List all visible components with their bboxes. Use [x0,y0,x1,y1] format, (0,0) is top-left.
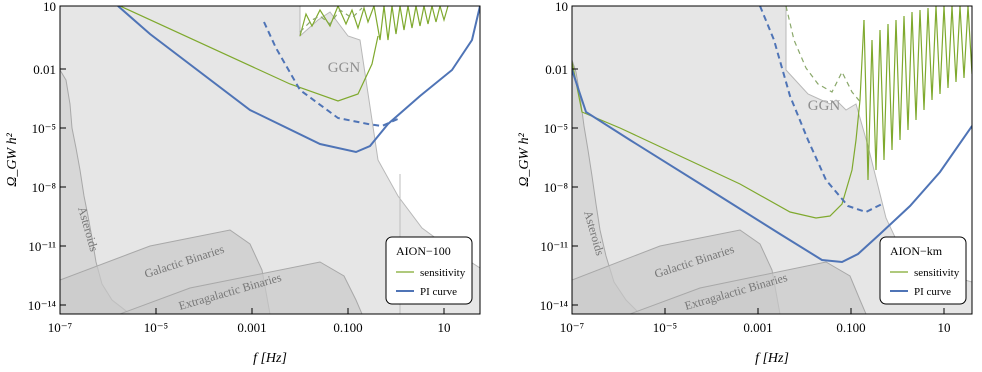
y-tick-label: 10 [43,0,56,14]
sensitivity-resonance-band [863,6,972,181]
extragalactic-binaries-region [629,261,867,314]
chart-panel-aion-km: GGN Asteroids Galactic Binaries Extragal… [517,0,973,366]
legend-title: AION−km [890,244,943,258]
legend-label-sensitivity: sensitivity [420,267,466,279]
legend-box [385,236,473,305]
x-axis-ticks: 10⁻⁷ 10⁻⁵ 0.001 0.100 10 [48,308,451,335]
ggn-region [572,6,972,314]
legend-label-sensitivity: sensitivity [914,267,960,279]
x-tick-label: 10 [938,320,951,335]
x-tick-label: 10⁻⁷ [48,320,72,335]
sensitivity-curve [119,6,379,102]
x-tick-label: 0.100 [836,320,865,335]
y-tick-label: 10⁻⁵ [544,121,568,136]
plot-frame [59,5,481,315]
legend-label-pi-curve: PI curve [420,286,457,298]
y-tick-label: 10⁻¹¹ [540,239,568,254]
y-axis-ticks: 10 0.01 10⁻⁵ 10⁻⁸ 10⁻¹¹ 10⁻¹⁴ [540,0,578,313]
y-axis-label: Ω_GW h² [517,132,532,186]
ggn-label: GGN [808,98,841,114]
y-tick-label: 10⁻¹¹ [28,239,56,254]
ggn-label: GGN [328,60,361,76]
y-tick-label: 10⁻¹⁴ [28,298,57,313]
y-tick-label: 10⁻⁸ [544,180,569,195]
curves [117,6,480,154]
pi-curve [572,69,972,264]
ggn-region [60,6,480,314]
x-axis-label: f [Hz] [755,351,789,366]
x-tick-label: 10⁻⁵ [144,320,168,335]
foreground-regions [572,6,972,314]
sensitivity-dashed-shadow [785,6,863,105]
curves [572,6,972,264]
y-axis-label: Ω_GW h² [5,132,20,186]
x-tick-label: 0.001 [743,320,772,335]
extragalactic-binaries-region [119,261,363,314]
legend-box [879,236,967,305]
chart-panel-aion-100: GGN Asteroids Galactic Binaries Extragal… [5,0,481,366]
x-tick-label: 10⁻⁵ [653,320,677,335]
sensitivity-dashed-shadow [299,7,363,33]
legend: AION−100 sensitivity PI curve [385,236,473,305]
sensitivity-curve [572,19,865,219]
x-tick-label: 0.001 [237,320,266,335]
sensitivity-resonance-band [299,6,449,41]
x-tick-label: 10 [438,320,451,335]
y-tick-label: 0.01 [33,62,56,77]
pi-curve-dashed [263,21,401,128]
plot-frame [571,5,973,315]
y-tick-label: 10⁻⁵ [32,121,56,136]
pi-curve [117,6,480,154]
x-tick-label: 10⁻⁷ [560,320,584,335]
x-axis-label: f [Hz] [253,351,287,366]
legend-title: AION−100 [396,244,451,258]
y-tick-label: 10⁻¹⁴ [540,298,569,313]
legend: AION−km sensitivity PI curve [879,236,967,305]
pi-curve-dashed [759,6,883,214]
y-axis-ticks: 10 0.01 10⁻⁵ 10⁻⁸ 10⁻¹¹ 10⁻¹⁴ [28,0,66,313]
y-tick-label: 10 [555,0,568,14]
x-tick-label: 0.100 [333,320,362,335]
legend-label-pi-curve: PI curve [914,286,951,298]
y-tick-label: 0.01 [545,62,568,77]
y-tick-label: 10⁻⁸ [32,180,57,195]
x-axis-ticks: 10⁻⁷ 10⁻⁵ 0.001 0.100 10 [560,308,951,335]
